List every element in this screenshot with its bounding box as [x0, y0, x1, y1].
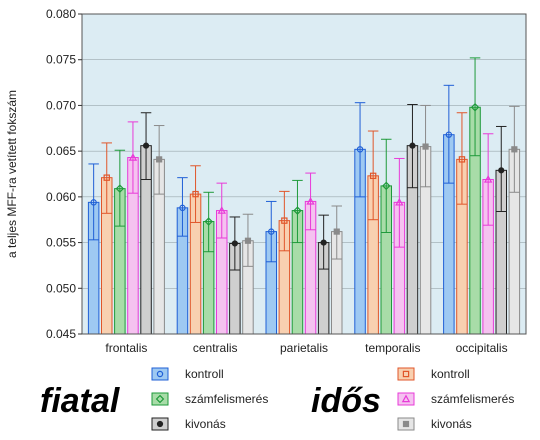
- bars-layer: [87, 57, 521, 335]
- point-marker: [231, 240, 238, 247]
- point-marker: [103, 174, 110, 181]
- point-marker: [409, 142, 416, 149]
- point-marker: [90, 199, 97, 206]
- point-marker: [511, 146, 518, 153]
- point-marker: [369, 172, 377, 180]
- x-tick-label: parietalis: [280, 341, 328, 355]
- legend-label: kontroll: [431, 367, 470, 381]
- point-marker: [356, 146, 364, 153]
- point-marker: [115, 184, 125, 193]
- point-marker: [470, 103, 480, 112]
- legend-label: kontroll: [185, 367, 224, 381]
- legend-label: számfelismerés: [185, 392, 268, 406]
- point-marker: [445, 131, 453, 138]
- point-marker: [155, 394, 165, 404]
- point-marker: [483, 175, 493, 183]
- legend-label: kivonás: [431, 417, 472, 431]
- point-marker: [401, 394, 411, 403]
- plot-frame: [81, 13, 527, 335]
- legend: kontroll számfelismerés kivonás kontroll szá…: [151, 367, 514, 431]
- point-marker: [498, 167, 505, 174]
- point-marker: [217, 206, 226, 214]
- point-marker: [156, 420, 164, 428]
- point-marker: [156, 156, 163, 163]
- y-tick-label: 0.065: [46, 144, 76, 158]
- legend-label: számfelismerés: [431, 392, 514, 406]
- point-marker: [458, 156, 466, 163]
- y-axis: 0.045 0.050 0.055 0.060 0.065 0.070 0.075 0.080: [46, 7, 82, 341]
- y-tick-label: 0.045: [46, 327, 76, 341]
- point-marker: [244, 237, 252, 244]
- point-marker: [142, 142, 150, 149]
- point-marker: [422, 143, 429, 150]
- x-tick-label: temporalis: [365, 341, 420, 355]
- point-marker: [402, 370, 410, 378]
- point-marker: [395, 197, 404, 206]
- point-marker: [293, 206, 302, 215]
- point-marker: [156, 370, 164, 378]
- legend-group-idos: idős: [311, 382, 381, 420]
- y-tick-label: 0.070: [46, 98, 76, 112]
- x-tick-label: centralis: [193, 341, 238, 355]
- point-marker: [192, 190, 199, 198]
- point-marker: [179, 204, 186, 212]
- point-marker: [333, 228, 340, 235]
- legend-group-fiatal: fiatal: [40, 382, 121, 420]
- y-tick-label: 0.050: [46, 281, 76, 295]
- point-marker: [281, 217, 288, 224]
- point-marker: [268, 228, 275, 235]
- point-marker: [128, 153, 138, 161]
- y-axis-label: a teljes MFF-ra vetített fokszám: [5, 90, 19, 258]
- x-tick-label: frontalis: [105, 341, 147, 355]
- point-marker: [320, 239, 327, 246]
- x-axis: frontalis centralis parietalis temporalis oc…: [105, 341, 507, 355]
- legend-swatch: [397, 367, 415, 381]
- point-marker: [306, 196, 315, 205]
- point-marker: [204, 217, 213, 226]
- y-tick-label: 0.080: [46, 7, 76, 21]
- legend-swatch: [151, 392, 169, 406]
- legend-swatch: [151, 367, 169, 381]
- x-tick-label: occipitalis: [456, 341, 508, 355]
- point-marker: [382, 181, 391, 191]
- y-tick-label: 0.075: [46, 53, 76, 67]
- point-marker: [402, 420, 410, 428]
- legend-label: kivonás: [185, 417, 226, 431]
- y-tick-label: 0.060: [46, 190, 76, 204]
- y-tick-label: 0.055: [46, 236, 76, 250]
